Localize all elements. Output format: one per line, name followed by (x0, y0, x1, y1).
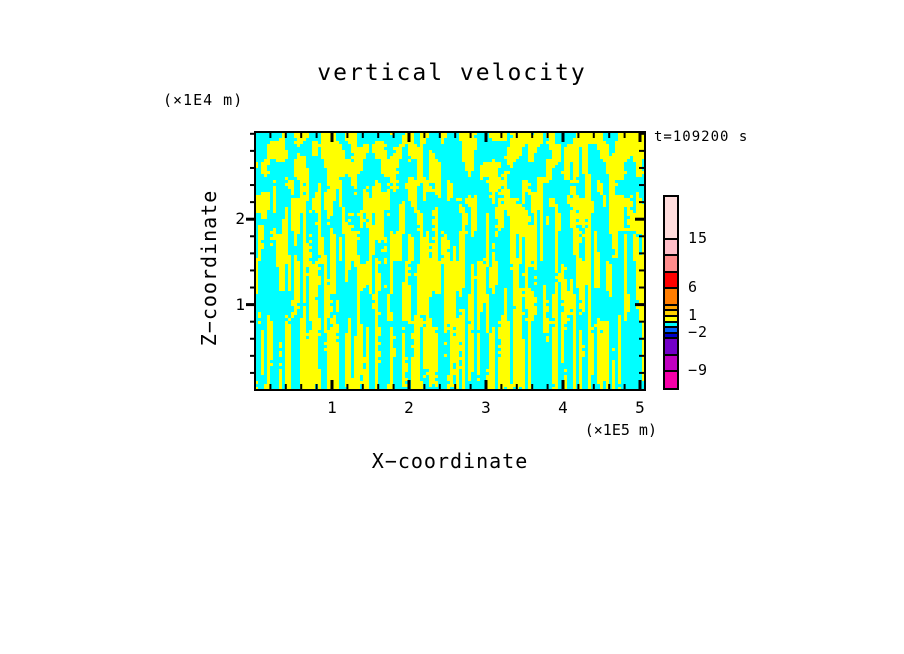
colorbar-segment (665, 332, 677, 339)
colorbar-separator (665, 254, 677, 257)
colorbar-separator (665, 337, 677, 340)
colorbar-separator (665, 326, 677, 329)
page-title: vertical velocity (317, 60, 587, 86)
velocity-field-canvas (255, 132, 645, 390)
colorbar-separator (665, 315, 677, 318)
x-axis-title: X−coordinate (371, 449, 529, 473)
colorbar-segment (665, 338, 677, 355)
colorbar-tick-label: 15 (688, 228, 709, 247)
colorbar-segment (665, 316, 677, 322)
x-tick-label: 1 (327, 398, 337, 417)
colorbar-tick-label: −9 (688, 361, 709, 380)
colorbar (663, 195, 679, 390)
colorbar-separator (665, 303, 677, 306)
colorbar-tick-label: 1 (688, 306, 699, 325)
colorbar-separator (665, 287, 677, 290)
colorbar-tick-label: −2 (688, 322, 709, 341)
x-tick-label: 2 (404, 398, 414, 417)
colorbar-separator (665, 237, 677, 240)
colorbar-segment (665, 354, 677, 372)
colorbar-segment (665, 327, 677, 333)
colorbar-segment (665, 371, 677, 388)
colorbar-separator (665, 270, 677, 273)
time-annotation: t=109200 s (654, 129, 749, 145)
z-axis-unit-label: (×1E4 m) (163, 91, 244, 109)
colorbar-separator (665, 331, 677, 334)
colorbar-separator (665, 309, 677, 312)
colorbar-segment (665, 288, 677, 305)
colorbar-segment (665, 271, 677, 289)
colorbar-segment (665, 197, 677, 239)
y-tick-label: 2 (235, 209, 245, 229)
colorbar-separator (665, 370, 677, 373)
x-axis-unit-label: (×1E5 m) (584, 421, 657, 439)
colorbar-tick-label: 6 (688, 278, 699, 297)
colorbar-segment (665, 255, 677, 272)
x-tick-label: 5 (635, 398, 645, 417)
colorbar-separator (665, 320, 677, 323)
colorbar-segment (665, 238, 677, 256)
colorbar-separator (665, 353, 677, 356)
colorbar-segment (665, 310, 677, 317)
x-tick-label: 3 (481, 398, 491, 417)
x-tick-label: 4 (558, 398, 568, 417)
colorbar-segment (665, 304, 677, 311)
y-tick-label: 1 (235, 294, 245, 314)
colorbar-segment (665, 321, 677, 328)
